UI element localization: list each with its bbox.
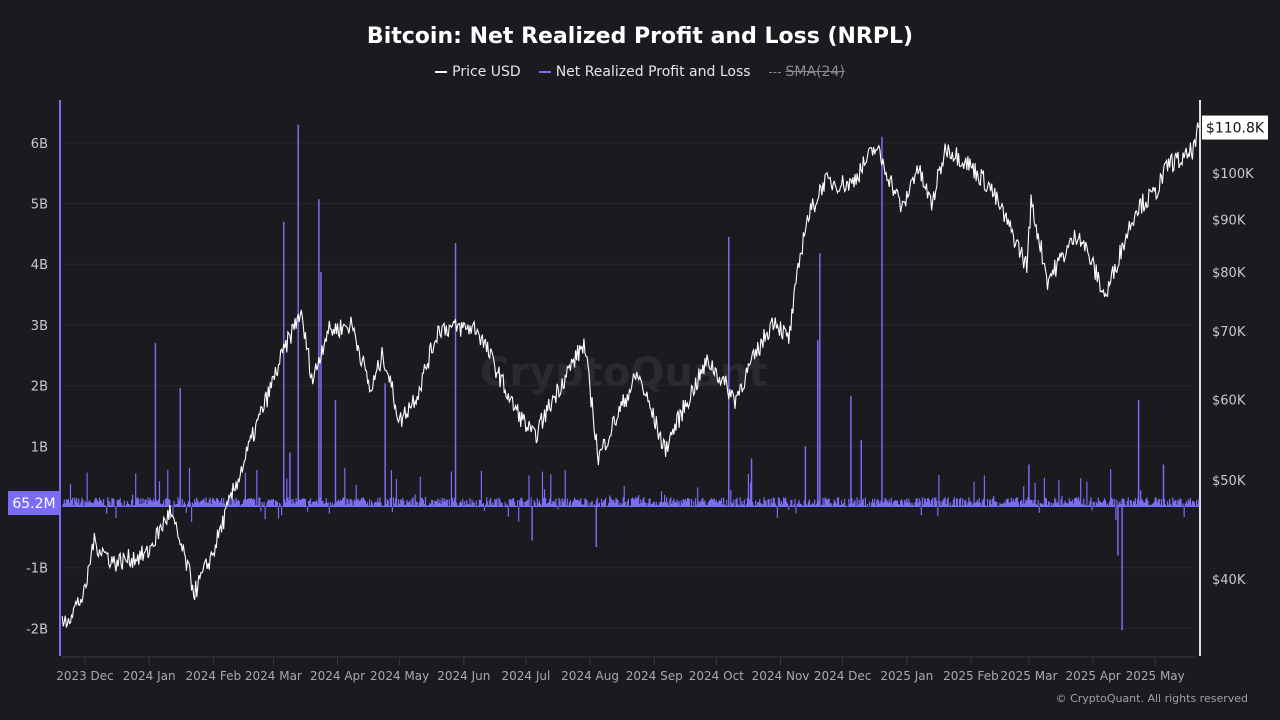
x-axis-tick: 2024 May — [370, 669, 429, 683]
legend: Price USD Net Realized Profit and Loss S… — [0, 64, 1280, 80]
legend-swatch — [435, 71, 448, 73]
legend-swatch — [768, 71, 781, 73]
left-axis-tick: 3B — [31, 319, 48, 334]
legend-item-nrpl[interactable]: Net Realized Profit and Loss — [538, 64, 751, 80]
right-axis-tick: $70K — [1212, 325, 1246, 340]
right-axis-tick: $90K — [1212, 214, 1246, 229]
x-axis-tick: 2024 Apr — [310, 669, 365, 683]
price-series — [61, 122, 1200, 628]
x-axis-tick: 2025 Feb — [943, 669, 999, 683]
right-axis-tick: $100K — [1212, 167, 1254, 182]
x-axis-tick: 2024 Oct — [689, 669, 744, 683]
x-axis-tick: 2025 May — [1126, 669, 1185, 683]
x-axis-tick: 2024 Sep — [626, 669, 683, 683]
x-axis-tick: 2024 Dec — [814, 669, 872, 683]
legend-item-sma[interactable]: SMA(24) — [768, 64, 845, 80]
x-axis-tick: 2025 Mar — [1000, 669, 1057, 683]
legend-label: Price USD — [452, 64, 521, 80]
x-axis-tick: 2024 Feb — [186, 669, 242, 683]
copyright: © CryptoQuant. All rights reserved — [1055, 692, 1248, 705]
x-axis-tick: 2025 Jan — [880, 669, 933, 683]
nrpl-current-label: 65.2M — [12, 496, 55, 512]
x-axis-tick: 2024 Jul — [501, 669, 550, 683]
right-axis-tick: $80K — [1212, 266, 1246, 281]
x-axis-tick: 2025 Apr — [1066, 669, 1121, 683]
left-axis-tick: 2B — [31, 380, 48, 395]
x-axis-tick: 2024 Nov — [752, 669, 810, 683]
left-axis-tick: 6B — [31, 137, 48, 152]
left-axis-tick: 5B — [31, 198, 48, 213]
watermark: CryptoQuant — [480, 350, 768, 396]
x-axis-tick: 2024 Jun — [437, 669, 490, 683]
left-axis-tick: 1B — [31, 440, 48, 455]
legend-label: Net Realized Profit and Loss — [555, 64, 751, 80]
right-axis-tick: $40K — [1212, 573, 1246, 588]
left-axis-tick: -2B — [26, 622, 48, 637]
right-axis-tick: $60K — [1212, 393, 1246, 408]
price-current-badge — [1202, 115, 1268, 140]
price-current-label: $110.8K — [1206, 121, 1265, 137]
left-axis-tick: 4B — [31, 258, 48, 273]
legend-swatch — [538, 71, 551, 73]
x-axis-tick: 2023 Dec — [56, 669, 114, 683]
x-axis-tick: 2024 Jan — [123, 669, 176, 683]
x-axis-tick: 2024 Mar — [245, 669, 302, 683]
chart-title: Bitcoin: Net Realized Profit and Loss (N… — [366, 24, 914, 49]
legend-label: SMA(24) — [785, 64, 845, 80]
legend-item-price[interactable]: Price USD — [435, 64, 521, 80]
x-axis-tick: 2024 Aug — [561, 669, 619, 683]
left-axis-tick: -1B — [26, 562, 48, 577]
right-axis-tick: $50K — [1212, 474, 1246, 489]
nrpl-current-badge — [8, 491, 60, 516]
